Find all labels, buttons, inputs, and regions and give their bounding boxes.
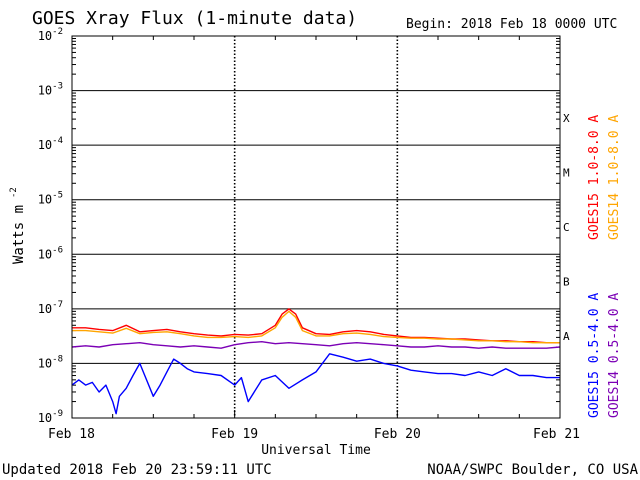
- x-tick-labels: Feb 18 Feb 19 Feb 20 Feb 21: [48, 427, 580, 442]
- updated-timestamp: Updated 2018 Feb 20 23:59:11 UTC: [2, 462, 272, 478]
- legend-entry: GOES15 1.0-8.0 A: [587, 115, 602, 240]
- legend-entry: GOES14 1.0-8.0 A: [607, 115, 622, 240]
- begin-label: Begin: 2018 Feb 18 0000 UTC: [406, 17, 617, 32]
- series-line: [72, 310, 560, 344]
- legend: GOES15 1.0-8.0 A GOES14 1.0-8.0 A GOES15 0…: [587, 115, 622, 418]
- series-layer: [71, 308, 561, 415]
- y-tick-label: 10-6: [38, 245, 63, 261]
- flare-class-label: X: [563, 112, 570, 125]
- y-tick-label: 10-8: [38, 354, 63, 370]
- y-axis-label: Watts m -2: [9, 187, 27, 264]
- y-tick-labels: 10-2 10-3 10-4 10-5 10-6 10-7 10-8 10-9: [38, 27, 63, 425]
- y-tick-label: 10-2: [38, 27, 63, 43]
- series-line: [71, 341, 561, 349]
- x-tick-label: Feb 18: [48, 427, 95, 442]
- plot-frame: [71, 35, 561, 419]
- flare-class-label: A: [563, 330, 570, 343]
- chart-title: GOES Xray Flux (1-minute data): [32, 8, 357, 29]
- flare-class-label: M: [563, 166, 570, 179]
- y-tick-label: 10-5: [38, 191, 63, 207]
- x-tick-label: Feb 19: [211, 427, 258, 442]
- series-line: [72, 308, 560, 344]
- legend-entry: GOES15 0.5-4.0 A: [587, 293, 602, 418]
- y-tick-label: 10-7: [38, 300, 63, 316]
- flare-class-label: B: [563, 276, 570, 289]
- x-tick-label: Feb 20: [374, 427, 421, 442]
- x-tick-label: Feb 21: [533, 427, 580, 442]
- y-tick-label: 10-9: [38, 409, 63, 425]
- legend-entry: GOES14 0.5-4.0 A: [607, 293, 622, 418]
- grid-layer: [71, 35, 561, 419]
- y-tick-label: 10-3: [38, 82, 63, 98]
- series-line: [71, 353, 560, 415]
- source-credit: NOAA/SWPC Boulder, CO USA: [427, 462, 638, 478]
- flare-class-label: C: [563, 221, 570, 234]
- y-axis-label-text: Watts m: [11, 205, 27, 264]
- flare-class-labels: X M C B A: [563, 112, 570, 343]
- y-tick-label: 10-4: [38, 136, 63, 152]
- x-axis-label: Universal Time: [261, 443, 371, 458]
- y-axis-label-exponent: -2: [9, 187, 19, 198]
